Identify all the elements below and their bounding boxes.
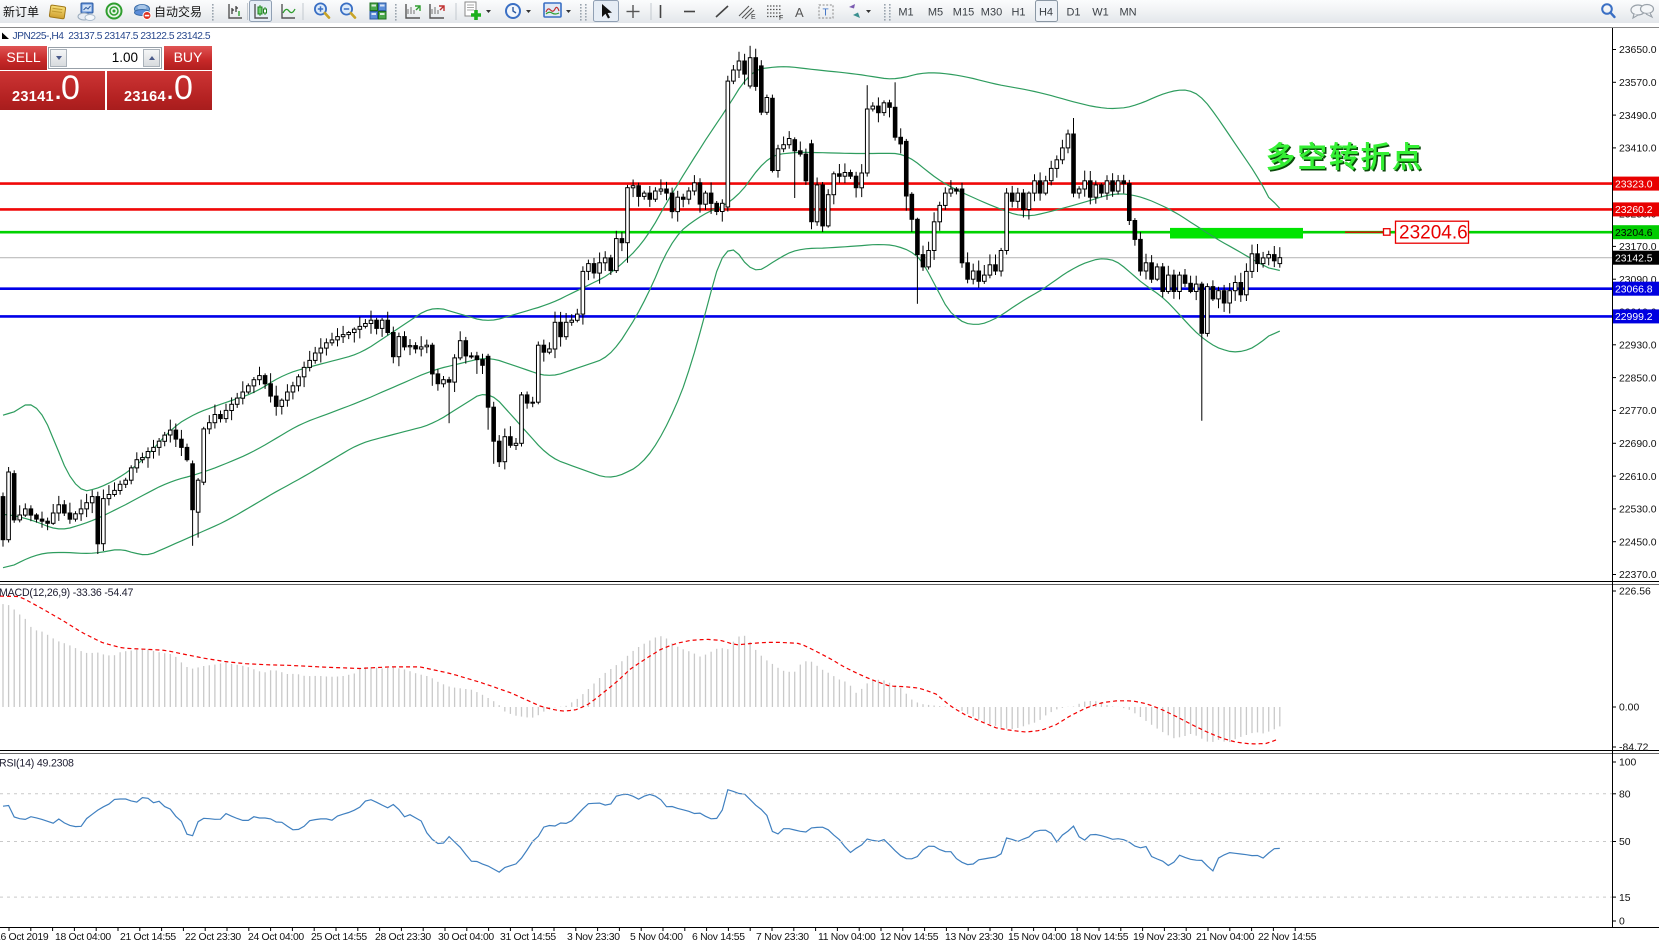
svg-text:22530.0: 22530.0 xyxy=(1619,505,1657,516)
svg-text:15: 15 xyxy=(1619,893,1631,904)
svg-text:18 Oct 04:00: 18 Oct 04:00 xyxy=(55,932,111,943)
svg-text:100: 100 xyxy=(1619,758,1637,769)
svg-text:22370.0: 22370.0 xyxy=(1619,570,1657,581)
svg-text:22690.0: 22690.0 xyxy=(1619,439,1657,450)
svg-text:23323.0: 23323.0 xyxy=(1615,179,1653,190)
svg-text:D1: D1 xyxy=(1066,7,1080,19)
svg-text:E: E xyxy=(751,14,756,21)
svg-text:13 Nov 23:30: 13 Nov 23:30 xyxy=(945,932,1004,943)
svg-text:H4: H4 xyxy=(1039,7,1053,19)
svg-text:RSI(14) 49.2308: RSI(14) 49.2308 xyxy=(0,758,74,770)
svg-text:M30: M30 xyxy=(981,7,1002,19)
svg-text:多空转折点: 多空转折点 xyxy=(1268,142,1426,176)
svg-text:M1: M1 xyxy=(898,7,913,19)
svg-text:80: 80 xyxy=(1619,790,1631,801)
svg-text:M5: M5 xyxy=(928,7,943,19)
svg-text:-84.72: -84.72 xyxy=(1619,743,1649,754)
svg-text:23410.0: 23410.0 xyxy=(1619,144,1657,155)
svg-text:W1: W1 xyxy=(1092,7,1109,19)
svg-text:23204.6: 23204.6 xyxy=(1399,223,1468,244)
svg-text:23066.8: 23066.8 xyxy=(1615,284,1653,295)
svg-text:22450.0: 22450.0 xyxy=(1619,537,1657,548)
svg-text:23490.0: 23490.0 xyxy=(1619,111,1657,122)
svg-text:22770.0: 22770.0 xyxy=(1619,406,1657,417)
svg-text:0: 0 xyxy=(1619,917,1625,928)
svg-text:23260.2: 23260.2 xyxy=(1615,205,1653,216)
svg-text:11 Nov 04:00: 11 Nov 04:00 xyxy=(818,932,876,943)
svg-text:自动交易: 自动交易 xyxy=(154,4,202,19)
svg-text:23650.0: 23650.0 xyxy=(1619,45,1657,56)
svg-text:19 Nov 23:30: 19 Nov 23:30 xyxy=(1133,932,1192,943)
svg-text:21 Oct 14:55: 21 Oct 14:55 xyxy=(120,932,176,943)
svg-text:28 Oct 23:30: 28 Oct 23:30 xyxy=(375,932,431,943)
svg-text:31 Oct 14:55: 31 Oct 14:55 xyxy=(500,932,556,943)
svg-text:JPN225-,H4 23137.5 23147.5 23: JPN225-,H4 23137.5 23147.5 23122.5 23142… xyxy=(13,31,211,42)
svg-text:15 Nov 04:00: 15 Nov 04:00 xyxy=(1008,932,1067,943)
svg-text:23090.0: 23090.0 xyxy=(1619,275,1657,286)
svg-text:21 Nov 04:00: 21 Nov 04:00 xyxy=(1196,932,1255,943)
svg-text:5 Nov 04:00: 5 Nov 04:00 xyxy=(630,932,683,943)
svg-text:MACD(12,26,9) -33.36 -54.47: MACD(12,26,9) -33.36 -54.47 xyxy=(0,587,133,599)
svg-text:3 Nov 23:30: 3 Nov 23:30 xyxy=(567,932,620,943)
svg-text:22 Nov 14:55: 22 Nov 14:55 xyxy=(1258,932,1317,943)
svg-text:22930.0: 22930.0 xyxy=(1619,341,1657,352)
svg-text:0.00: 0.00 xyxy=(1619,703,1639,714)
svg-text:多空转折点: 多空转折点 xyxy=(1266,140,1424,174)
svg-text:M15: M15 xyxy=(953,7,974,19)
svg-text:23204.6: 23204.6 xyxy=(1615,228,1653,239)
svg-text:22610.0: 22610.0 xyxy=(1619,472,1657,483)
svg-text:18 Nov 14:55: 18 Nov 14:55 xyxy=(1070,932,1129,943)
svg-text:H1: H1 xyxy=(1011,7,1025,19)
svg-text:22999.2: 22999.2 xyxy=(1615,312,1653,323)
svg-text:6 Nov 14:55: 6 Nov 14:55 xyxy=(692,932,745,943)
svg-text:23142.5: 23142.5 xyxy=(1615,253,1653,264)
svg-text:新订单: 新订单 xyxy=(3,4,39,19)
svg-text:24 Oct 04:00: 24 Oct 04:00 xyxy=(248,932,304,943)
svg-text:23570.0: 23570.0 xyxy=(1619,78,1657,89)
svg-text:30 Oct 04:00: 30 Oct 04:00 xyxy=(438,932,494,943)
svg-text:16 Oct 2019: 16 Oct 2019 xyxy=(0,932,49,943)
svg-text:226.56: 226.56 xyxy=(1619,587,1651,598)
svg-text:F: F xyxy=(779,15,783,22)
svg-text:22850.0: 22850.0 xyxy=(1619,373,1657,384)
svg-text:12 Nov 14:55: 12 Nov 14:55 xyxy=(880,932,939,943)
svg-text:A: A xyxy=(795,5,804,20)
svg-text:25 Oct 14:55: 25 Oct 14:55 xyxy=(311,932,367,943)
svg-text:23170.0: 23170.0 xyxy=(1619,242,1657,253)
svg-text:MN: MN xyxy=(1119,7,1136,19)
svg-text:22 Oct 23:30: 22 Oct 23:30 xyxy=(185,932,241,943)
svg-text:50: 50 xyxy=(1619,837,1631,848)
svg-text:T: T xyxy=(823,8,829,19)
svg-text:7 Nov 23:30: 7 Nov 23:30 xyxy=(756,932,809,943)
